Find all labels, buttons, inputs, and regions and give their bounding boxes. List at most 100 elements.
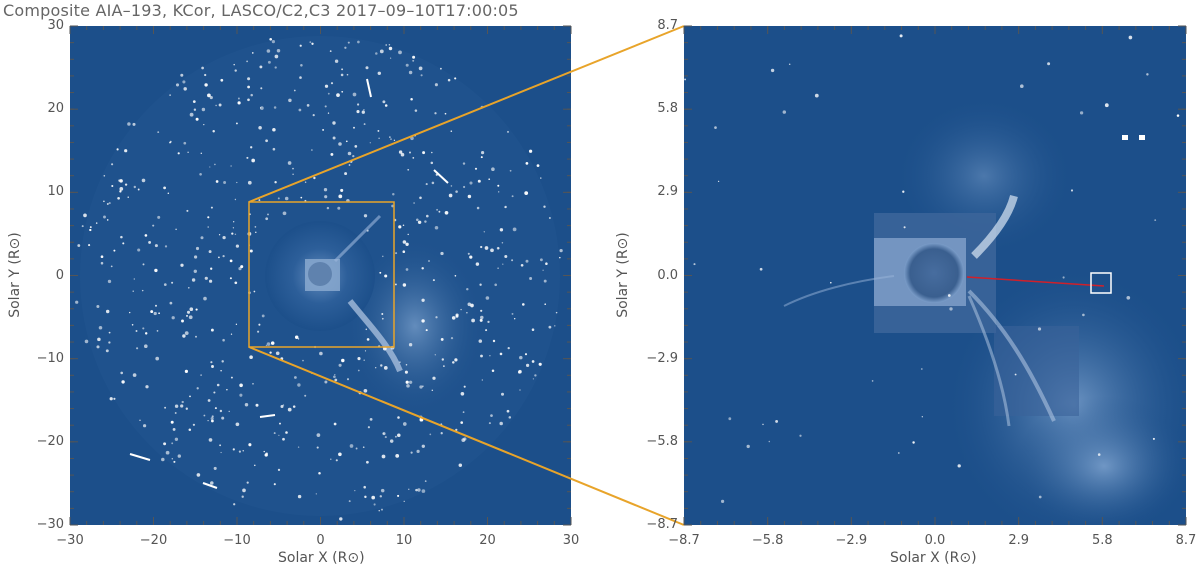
star [912,441,915,444]
star [430,161,434,165]
star [267,60,271,64]
star [380,488,385,493]
star [189,395,191,398]
star [720,499,725,504]
star [354,145,358,148]
star [211,419,214,423]
star [377,71,382,76]
star [338,142,342,146]
star [491,369,495,373]
star [324,105,327,108]
star [261,314,265,318]
star [424,220,427,223]
star [210,206,213,209]
star [341,68,344,71]
star [545,262,548,265]
star [180,263,184,267]
star [235,323,238,325]
star [554,325,556,327]
y-tick-label: −2.9 [646,350,678,366]
star [204,73,207,77]
star [267,213,269,216]
star [107,279,112,284]
star [165,450,170,455]
star [814,93,819,98]
star [379,49,384,54]
star [324,84,329,88]
star [415,488,418,492]
star [414,109,418,112]
star [196,473,201,477]
star [466,287,469,291]
star [254,226,257,228]
star [466,312,468,314]
star [334,378,338,382]
star [480,309,483,312]
star [536,164,540,167]
star [419,385,423,389]
star [1104,103,1109,108]
star [257,330,260,333]
star [255,403,259,407]
target-marker-box [1090,272,1112,294]
star [481,151,485,155]
star [148,240,152,244]
star [181,400,184,404]
star [193,108,197,111]
star [169,301,173,305]
star [543,279,547,283]
star [509,169,512,172]
star [234,233,237,236]
star [318,472,321,475]
star [770,68,775,73]
star [431,151,433,154]
star [775,419,779,423]
star [508,416,512,419]
star [77,244,81,247]
star [111,184,114,188]
star [443,365,445,367]
star [375,52,378,55]
star [135,330,138,332]
star [871,380,874,382]
star [485,329,488,332]
star [292,167,294,170]
star [241,495,244,498]
star [333,375,336,379]
star [502,263,504,265]
star [330,152,334,156]
star [119,187,124,191]
star [479,318,483,322]
star [187,151,189,153]
star [233,503,236,506]
star [455,313,459,317]
star [540,177,542,179]
star [200,152,203,155]
star [410,451,413,454]
star [388,43,391,46]
star [357,103,360,106]
star [463,185,466,189]
star [458,463,463,468]
star [422,385,424,388]
star [210,361,213,364]
star [491,167,495,171]
star [830,281,832,284]
star [251,158,256,163]
star [512,227,517,232]
star [113,249,116,252]
star [253,290,256,293]
star [338,194,343,199]
star [538,362,542,366]
star [1176,114,1180,117]
star [212,129,215,133]
star [363,214,368,218]
star [380,364,383,367]
star [460,391,465,396]
star [175,83,180,87]
x-tick-label: 2.9 [1008,533,1029,548]
star [417,220,422,225]
star [213,466,217,470]
star [180,404,184,408]
left-image-content [70,26,571,525]
